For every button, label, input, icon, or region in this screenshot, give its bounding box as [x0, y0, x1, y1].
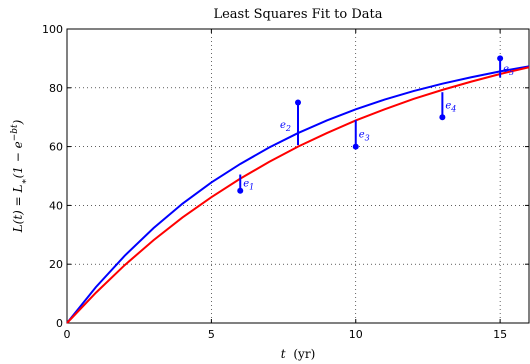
residual-label: e5	[503, 64, 514, 77]
x-axis-label-var: t	[281, 347, 286, 361]
residual-label: e4	[445, 101, 456, 114]
data-point	[439, 114, 445, 120]
residual-label: e2	[280, 120, 291, 133]
residual-label: e3	[359, 129, 370, 142]
x-tick-label: 0	[64, 328, 71, 341]
axis-ticks: 0 5 10 15 0 20 40 60 80 100	[42, 23, 529, 341]
x-tick-label: 5	[208, 328, 215, 341]
data-points-group	[237, 55, 503, 193]
chart-title: Least Squares Fit to Data	[213, 7, 382, 22]
y-axis-label: L(t) = L∗(1 − e−bt)	[10, 119, 30, 233]
y-tick-label: 60	[49, 141, 63, 154]
y-tick-label: 0	[56, 317, 63, 330]
x-tick-label: 10	[349, 328, 363, 341]
y-tick-label: 100	[42, 23, 63, 36]
plot-frame	[67, 29, 529, 323]
residual-label: e1	[243, 179, 254, 192]
data-point	[295, 100, 301, 106]
y-tick-label: 20	[49, 258, 63, 271]
grid	[67, 29, 529, 323]
y-tick-label: 80	[49, 82, 63, 95]
y-tick-label: 40	[49, 199, 63, 212]
x-axis-label-unit: (yr)	[293, 347, 315, 361]
residuals-group: e1 e2 e3 e4 e5	[240, 58, 514, 191]
x-tick-label: 15	[493, 328, 507, 341]
data-point	[237, 188, 243, 194]
data-point	[497, 55, 503, 61]
data-point	[353, 144, 359, 150]
x-axis-label: t (yr)	[281, 347, 316, 361]
